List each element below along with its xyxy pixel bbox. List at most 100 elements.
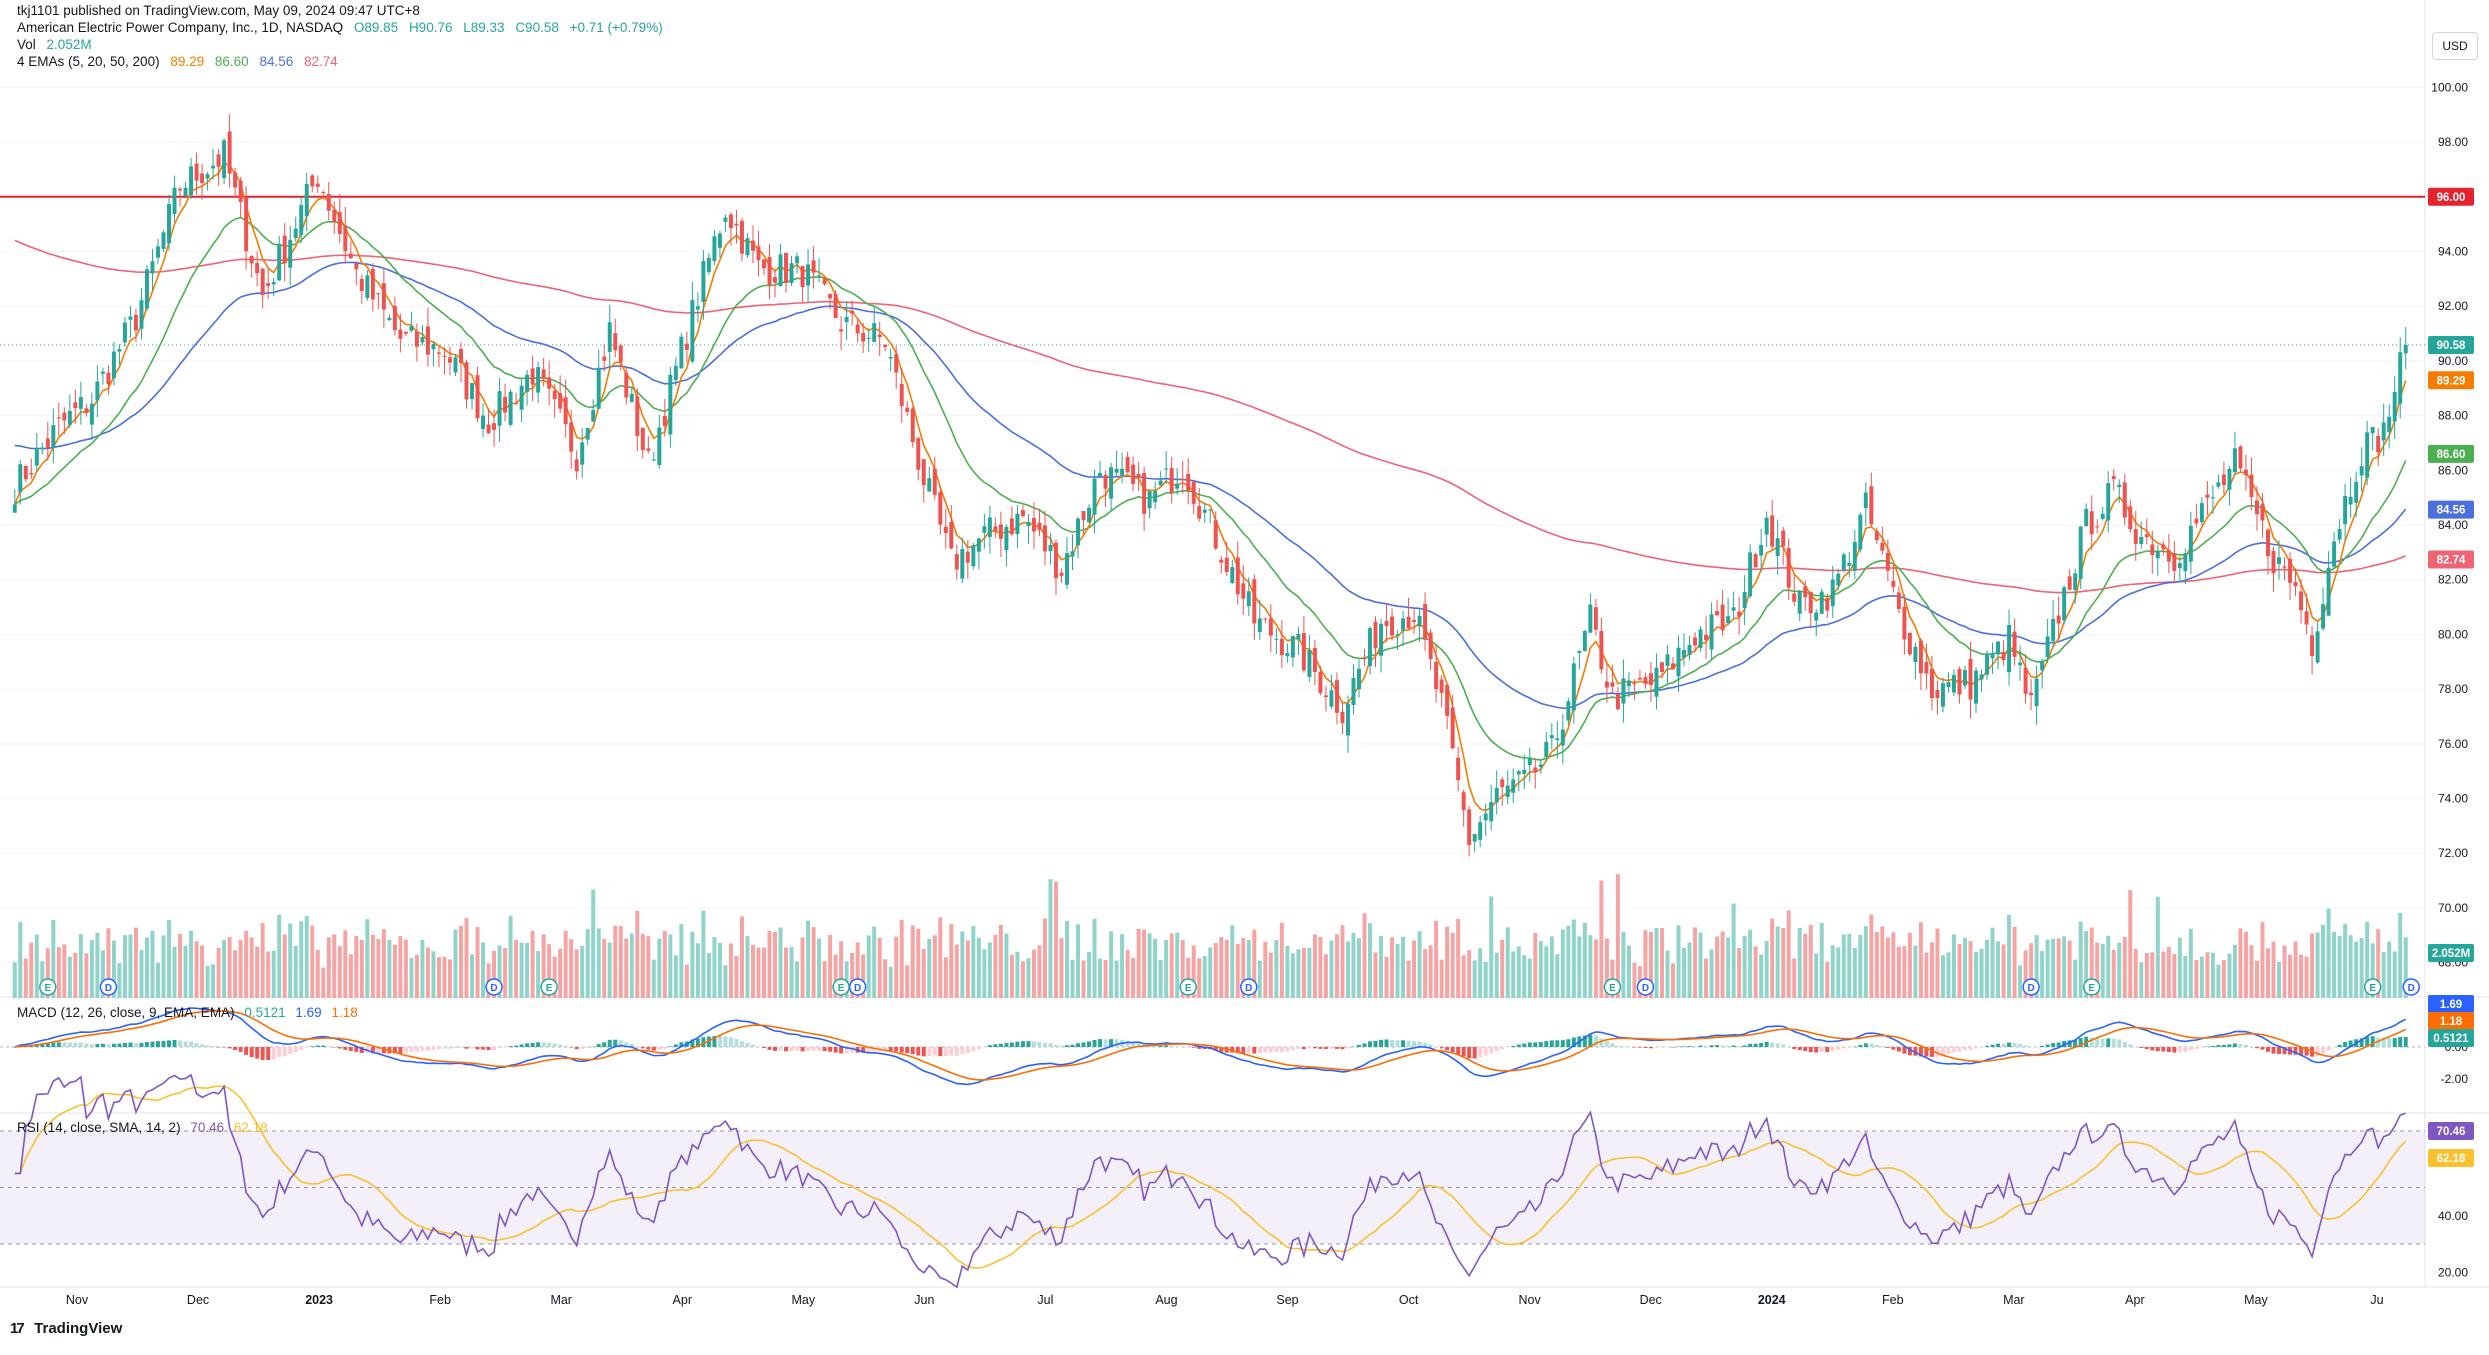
volume-bar	[2188, 928, 2193, 998]
macd-histogram-bar	[739, 1041, 744, 1047]
volume-bar	[2277, 961, 2281, 998]
macd-histogram-bar	[2376, 1037, 2381, 1047]
macd-histogram-bar	[238, 1047, 243, 1052]
candle-body	[1951, 674, 1956, 693]
macd-histogram-bar	[899, 1047, 904, 1053]
candle-body	[938, 492, 943, 525]
macd-histogram-bar	[299, 1047, 304, 1050]
candle-body	[949, 521, 954, 549]
macd-histogram-bar	[2067, 1040, 2072, 1047]
candle-body	[459, 348, 463, 364]
candle-body	[1797, 591, 1802, 614]
volume-bar	[1544, 946, 1549, 998]
macd-histogram-bar	[1345, 1047, 1350, 1049]
candle-body	[2111, 475, 2116, 480]
volume-bar	[1125, 949, 1130, 998]
volume-bar	[398, 936, 403, 998]
macd-histogram-bar	[1169, 1046, 1174, 1047]
event-marker-label: E	[2369, 983, 2376, 994]
macd-histogram-bar	[1329, 1047, 1334, 1049]
candle-body	[1770, 515, 1775, 547]
candle-body	[381, 283, 386, 310]
time-tick-label: Sep	[1276, 1293, 1298, 1307]
macd-histogram-bar	[420, 1047, 425, 1051]
currency-button[interactable]: USD	[2432, 32, 2478, 60]
volume-bar	[1334, 934, 1339, 998]
volume-bar	[2007, 914, 2012, 998]
open-value: O89.85	[353, 20, 399, 35]
candle-body	[784, 252, 789, 283]
macd-histogram-bar	[326, 1046, 331, 1047]
macd-histogram-bar	[1781, 1044, 1786, 1047]
macd-histogram-bar	[960, 1047, 965, 1055]
candle-body	[497, 391, 502, 426]
macd-histogram-bar	[1114, 1039, 1119, 1047]
volume-bar	[1935, 928, 1940, 998]
macd-histogram-bar	[475, 1047, 480, 1050]
volume-bar	[189, 930, 194, 998]
volume-bar	[293, 945, 298, 998]
time-tick-label: 2024	[1758, 1293, 1786, 1307]
macd-histogram-bar	[1356, 1044, 1361, 1047]
macd-histogram-bar	[470, 1047, 474, 1049]
candle-body	[2023, 667, 2028, 694]
candle-body	[629, 393, 634, 403]
event-marker-label: D	[1642, 983, 1649, 994]
volume-bar	[1660, 928, 1664, 998]
volume-bar	[2266, 948, 2270, 998]
volume-bar	[1213, 943, 1218, 998]
macd-histogram-bar	[1246, 1047, 1251, 1054]
dividend-marker	[2022, 978, 2040, 996]
ema200-badge	[2428, 550, 2474, 569]
volume-bar	[1549, 936, 1554, 998]
volume-bar	[1329, 940, 1334, 998]
candle-body	[817, 275, 822, 277]
candle-body	[189, 166, 194, 196]
published-line: tkj1101 published on TradingView.com, Ma…	[17, 3, 420, 18]
volume-bar	[2271, 941, 2276, 998]
volume-bar	[447, 959, 452, 998]
volume-bar	[1031, 949, 1036, 998]
candle-body	[392, 305, 397, 331]
macd-histogram-bar	[2315, 1047, 2320, 1056]
candle-body	[2370, 427, 2375, 434]
volume-bar	[100, 950, 105, 998]
candle-body	[1852, 541, 1857, 571]
candle-body	[1406, 616, 1411, 629]
ema20-badge	[2428, 444, 2474, 463]
volume-bar	[78, 933, 83, 998]
candle-body	[1858, 514, 1863, 550]
macd-histogram-bar	[866, 1047, 871, 1053]
candle-body	[249, 255, 254, 264]
volume-bar	[1836, 947, 1841, 998]
macd-histogram-bar	[288, 1047, 293, 1055]
volume-bar	[425, 947, 430, 998]
macd-histogram-bar	[552, 1043, 557, 1047]
candle-body	[1439, 679, 1444, 693]
resistance-price-badge	[2428, 187, 2474, 206]
candle-body	[1533, 767, 1538, 773]
candle-body	[282, 235, 287, 263]
candle-body	[1450, 707, 1455, 749]
macd-histogram-bar	[2073, 1039, 2078, 1047]
macd-histogram-bar	[1263, 1047, 1268, 1053]
macd-histogram-bar	[2166, 1047, 2171, 1052]
volume-bar	[987, 942, 992, 998]
macd-histogram-bar	[392, 1047, 397, 1054]
macd-histogram-bar	[1334, 1047, 1339, 1049]
candle-body	[2045, 636, 2050, 658]
candle-body	[2337, 529, 2342, 540]
candle-body	[1830, 579, 1835, 607]
ema50-badge	[2428, 500, 2474, 519]
macd-histogram-bar	[1841, 1047, 1846, 1049]
macd-histogram-bar	[1698, 1045, 1703, 1047]
candle-body	[2166, 550, 2171, 562]
volume-bar	[497, 945, 502, 998]
macd-histogram-bar	[2359, 1038, 2364, 1047]
candle-body	[370, 268, 375, 300]
candle-body	[409, 326, 414, 331]
macd-histogram-bar	[1098, 1039, 1103, 1047]
candle-body	[690, 299, 695, 362]
candle-body	[122, 322, 127, 343]
